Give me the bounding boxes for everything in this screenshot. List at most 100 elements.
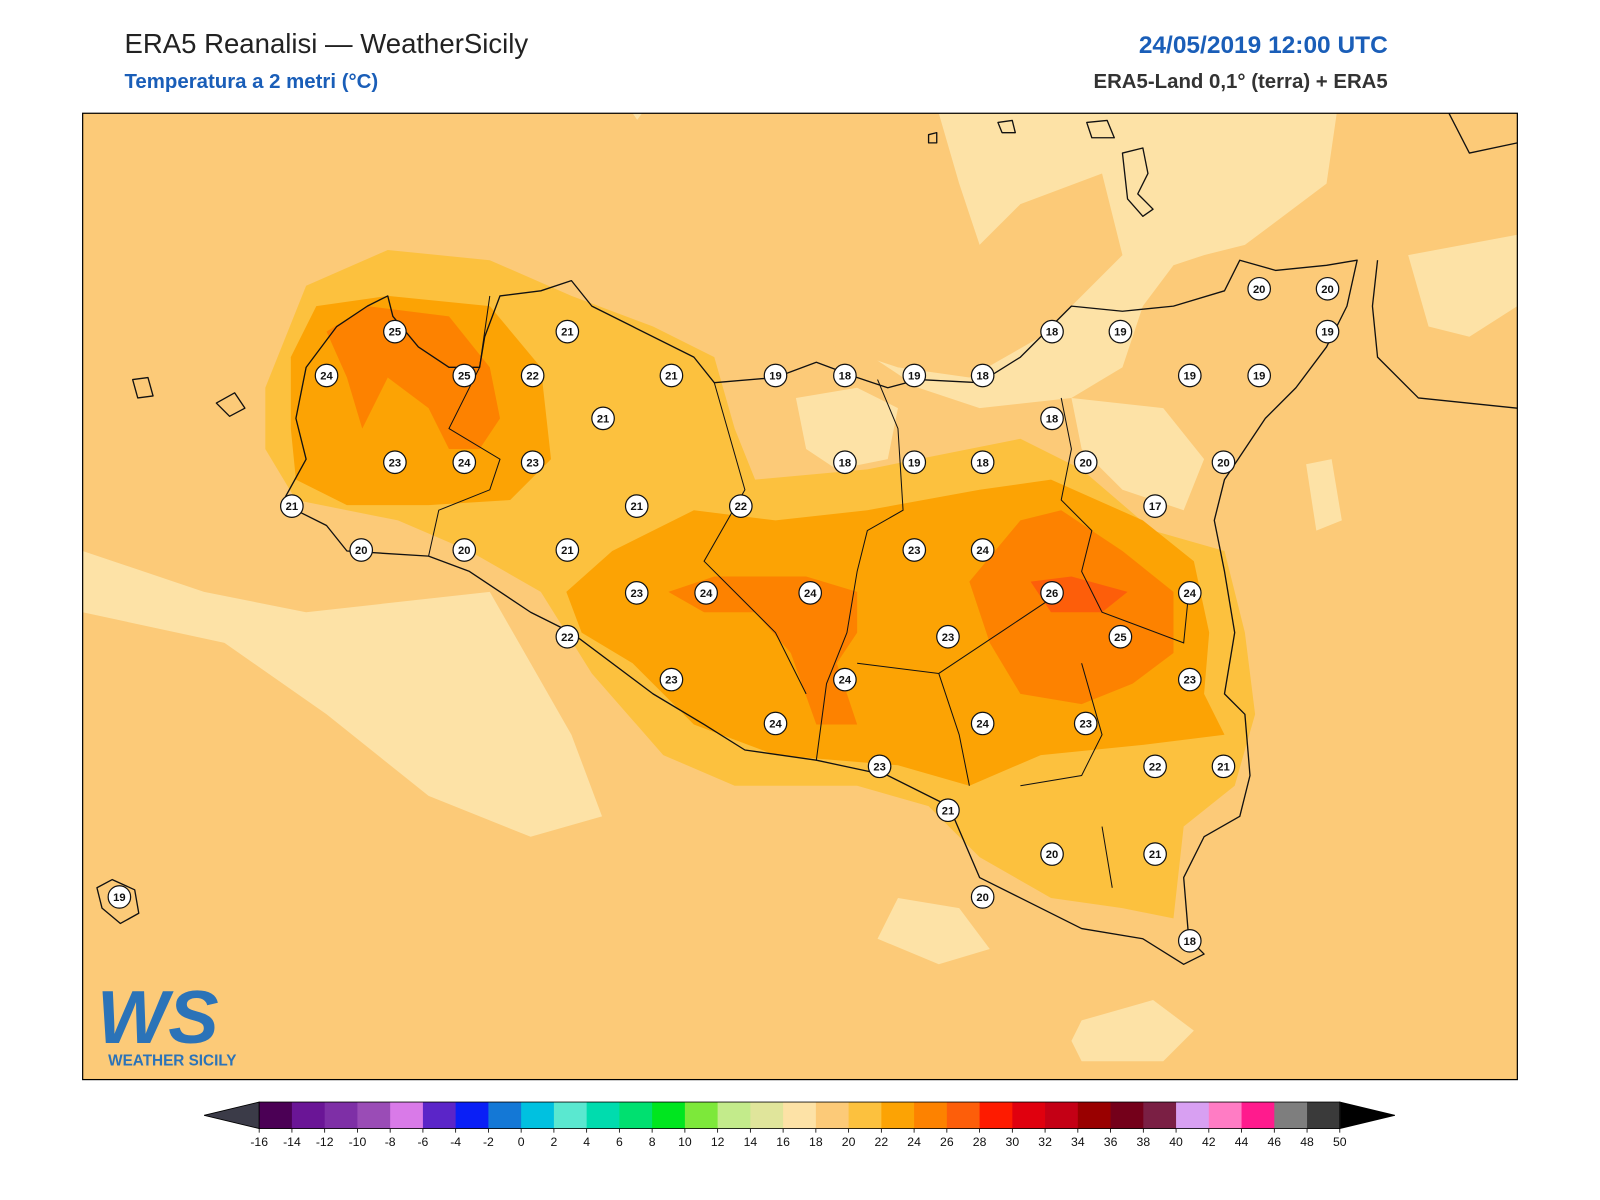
station-value: 18 xyxy=(976,371,988,383)
station-marker xyxy=(383,450,407,475)
station-marker xyxy=(1108,624,1133,649)
color-swatch xyxy=(783,1102,817,1129)
station-value: 20 xyxy=(1253,284,1265,296)
station-value: 20 xyxy=(1046,849,1058,861)
station-value: 18 xyxy=(976,457,988,469)
station-marker xyxy=(383,319,407,344)
station-value: 23 xyxy=(630,588,642,600)
station-value: 23 xyxy=(873,761,885,773)
station-marker xyxy=(970,711,995,736)
station-marker xyxy=(833,363,857,388)
station-value: 21 xyxy=(286,501,298,513)
light-area xyxy=(1408,234,1518,337)
station-value: 21 xyxy=(561,545,573,557)
light-area xyxy=(82,551,603,837)
color-swatch xyxy=(750,1102,784,1129)
station-value: 24 xyxy=(839,675,852,687)
colorbar-tick-label: -10 xyxy=(349,1135,367,1149)
colorbar-tick-label: 26 xyxy=(940,1135,954,1149)
station-value: 22 xyxy=(1149,761,1161,773)
colorbar-tick-label: 40 xyxy=(1169,1135,1183,1149)
colorbar-tick-label: -2 xyxy=(483,1135,494,1149)
color-swatch xyxy=(652,1102,686,1129)
light-area xyxy=(1071,1000,1194,1062)
color-swatch xyxy=(1274,1102,1308,1129)
station-marker xyxy=(659,667,684,692)
station-value: 23 xyxy=(1079,719,1091,731)
station-value: 22 xyxy=(526,371,538,383)
station-marker xyxy=(798,581,823,605)
colorbar-tick-label: -4 xyxy=(450,1135,461,1149)
subtitle: Temperatura a 2 metri (°C) xyxy=(124,71,378,93)
station-marker xyxy=(1247,276,1272,301)
station-marker xyxy=(555,538,580,562)
station-marker xyxy=(833,450,857,475)
colorbar-tick-label: 28 xyxy=(973,1135,987,1149)
station-marker xyxy=(555,319,580,344)
colorbar-tick-label: -14 xyxy=(283,1135,301,1149)
color-swatch xyxy=(553,1102,588,1129)
color-swatch xyxy=(684,1102,719,1129)
colorbar-tick-label: 30 xyxy=(1006,1135,1020,1149)
colorbar-tick-label: 42 xyxy=(1202,1135,1216,1149)
station-value: 24 xyxy=(458,457,471,469)
colorbar-tick-label: 6 xyxy=(616,1135,623,1149)
colorbar-tick-label: 24 xyxy=(907,1135,921,1149)
island xyxy=(131,376,154,399)
station-value: 23 xyxy=(665,675,677,687)
color-swatch xyxy=(914,1102,948,1129)
title: ERA5 Reanalisi — WeatherSicily xyxy=(124,28,528,59)
station-marker xyxy=(314,363,339,388)
station-value: 22 xyxy=(561,632,573,644)
island xyxy=(1121,147,1154,217)
province-border xyxy=(428,295,501,557)
station-marker xyxy=(833,667,857,692)
station-marker xyxy=(763,363,788,388)
datetime: 24/05/2019 12:00 UTC xyxy=(1139,32,1388,59)
color-swatch xyxy=(488,1102,522,1129)
station-value: 25 xyxy=(1114,632,1126,644)
station-marker xyxy=(1143,754,1167,779)
province-border xyxy=(1060,397,1190,644)
light-area xyxy=(1071,397,1205,511)
island xyxy=(997,119,1016,134)
station-marker xyxy=(970,450,995,475)
color-swatch xyxy=(815,1102,850,1129)
station-value: 18 xyxy=(839,457,851,469)
station-marker xyxy=(1315,319,1340,344)
station-marker xyxy=(970,363,995,388)
station-value: 23 xyxy=(526,457,538,469)
color-swatch xyxy=(1143,1102,1177,1129)
colorbar-tick-label: 46 xyxy=(1267,1135,1281,1149)
station-marker xyxy=(1073,450,1098,475)
colorbar-tick-label: -8 xyxy=(385,1135,396,1149)
colorbar-tick-label: 38 xyxy=(1137,1135,1151,1149)
source: ERA5-Land 0,1° (terra) + ERA5 xyxy=(1093,71,1387,93)
color-swatch xyxy=(1208,1102,1243,1129)
station-value: 20 xyxy=(1321,284,1333,296)
station-value: 21 xyxy=(1217,761,1229,773)
station-marker xyxy=(659,363,684,388)
station-marker xyxy=(1143,842,1167,866)
station-marker xyxy=(1040,406,1064,431)
station-value: 19 xyxy=(769,371,781,383)
color-swatch xyxy=(291,1102,326,1129)
station-value: 21 xyxy=(1149,849,1161,861)
color-swatch xyxy=(422,1102,457,1129)
colorbar-tick-label: 18 xyxy=(809,1135,823,1149)
station-marker xyxy=(520,363,545,388)
logo-caption: WEATHER SICILY xyxy=(108,1052,236,1069)
field xyxy=(82,113,1518,1080)
station-value: 19 xyxy=(1253,371,1265,383)
station-value: 17 xyxy=(1149,501,1161,513)
colorbar-tick-label: -6 xyxy=(417,1135,428,1149)
station-value: 23 xyxy=(942,632,954,644)
colorbar: -16 -14 -12 -10 -8 -6 -4 -2 0 2 4 6 8 10 12 14 16 18 20 22 2… xyxy=(203,1101,1395,1149)
station-value: 25 xyxy=(389,327,401,339)
station-marker xyxy=(1040,319,1064,344)
color-swatch xyxy=(1012,1102,1046,1129)
station-marker xyxy=(970,885,995,909)
station-value: 21 xyxy=(561,327,573,339)
colorbar-tick-label: -16 xyxy=(250,1135,268,1149)
province-border xyxy=(703,382,807,695)
